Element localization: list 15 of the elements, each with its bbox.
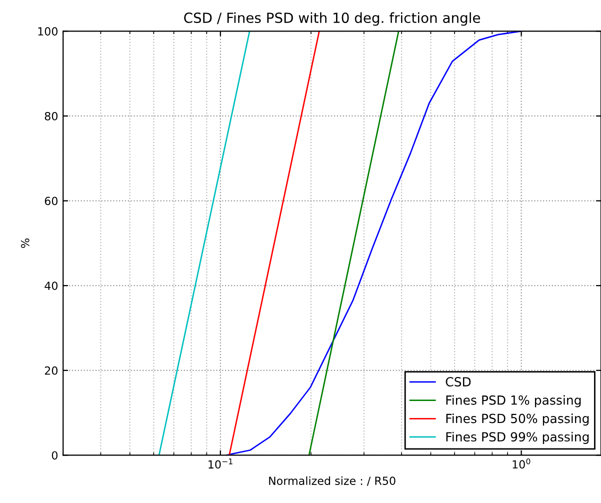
legend-label: Fines PSD 99% passing: [446, 432, 589, 444]
legend-label: CSD: [446, 377, 471, 386]
y-tick-label: 40: [44, 282, 58, 290]
y-tick-label: 20: [44, 366, 58, 375]
x-axis-title: Normalized size : / R50: [269, 476, 396, 486]
y-axis-title: %: [20, 238, 30, 248]
x-tick-label: 10$^{0}$: [512, 458, 530, 469]
y-tick-label: 0: [52, 451, 58, 460]
legend-label: Fines PSD 1% passing: [446, 395, 581, 408]
legend-label: Fines PSD 50% passing: [446, 414, 589, 426]
y-tick-label: 80: [44, 112, 58, 120]
y-tick-label: 100: [38, 27, 58, 36]
chart-title: CSD / Fines PSD with 10 deg. friction angle: [184, 12, 480, 26]
y-tick-label: 60: [44, 196, 58, 206]
x-tick-label: 10$^{−1}$: [208, 458, 232, 469]
